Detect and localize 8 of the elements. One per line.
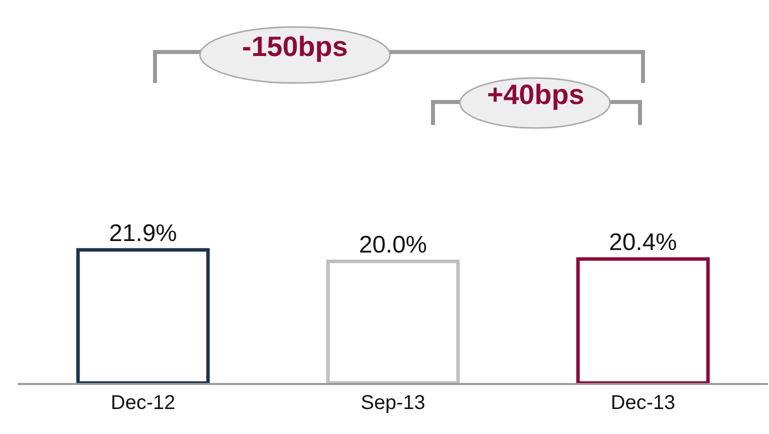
x-tick-label: Dec-12 [110, 392, 176, 414]
annotation: -150bps [242, 31, 348, 62]
data-label: 20.4% [608, 228, 678, 256]
data-label: 21.9% [108, 220, 178, 247]
x-tick-label: Dec-13 [610, 392, 676, 414]
data-label: 20.0% [358, 231, 428, 258]
annotation: +40bps [487, 79, 584, 110]
x-tick-label: Sep-13 [360, 392, 426, 414]
